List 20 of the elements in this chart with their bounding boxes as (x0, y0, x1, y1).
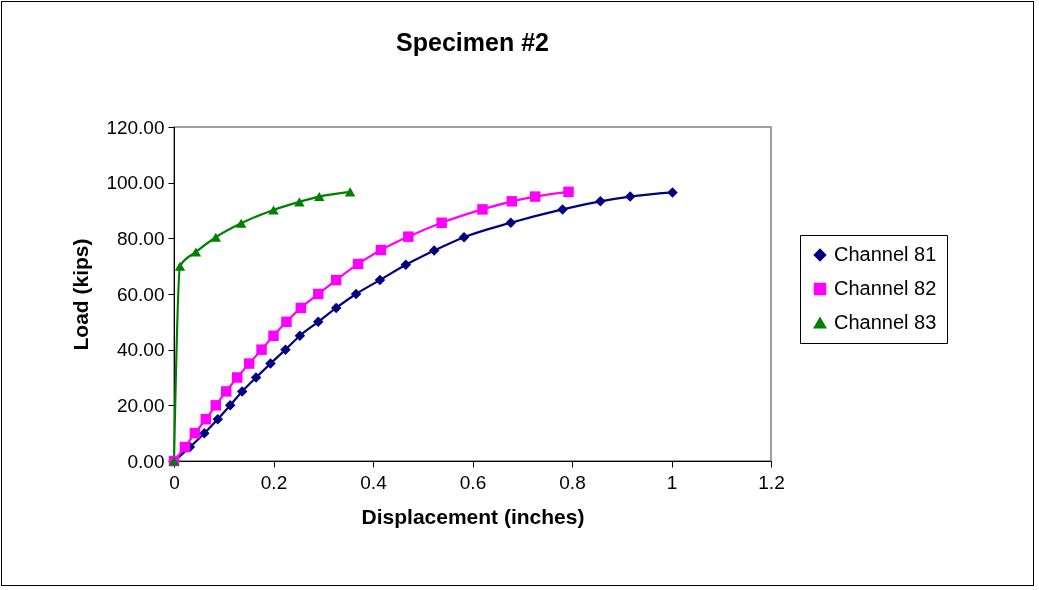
chart-title: Specimen #2 (396, 28, 549, 56)
x-axis-title: Displacement (inches) (361, 504, 585, 528)
y-tick-label: 0.00 (127, 450, 165, 472)
x-tick-label: 0.2 (260, 471, 288, 493)
legend-label: Channel 83 (834, 311, 937, 333)
legend-label: Channel 81 (834, 243, 937, 265)
x-tick-label: 0.4 (360, 471, 388, 493)
x-tick-label: 1 (666, 471, 678, 493)
x-tick-label: 0.6 (459, 471, 487, 493)
legend-label: Channel 82 (834, 277, 937, 299)
y-tick-label: 100.00 (106, 172, 165, 194)
x-tick-label: 0.8 (559, 471, 586, 493)
y-tick-label: 120.00 (106, 116, 165, 138)
y-tick-label: 80.00 (116, 227, 165, 249)
x-tick-label: 1.2 (758, 471, 785, 493)
x-tick-label: 0 (169, 471, 180, 493)
y-axis-title: Load (kips) (69, 238, 93, 351)
y-tick-label: 40.00 (116, 339, 165, 361)
y-tick-label: 60.00 (116, 283, 165, 305)
y-tick-label: 20.00 (116, 394, 165, 416)
